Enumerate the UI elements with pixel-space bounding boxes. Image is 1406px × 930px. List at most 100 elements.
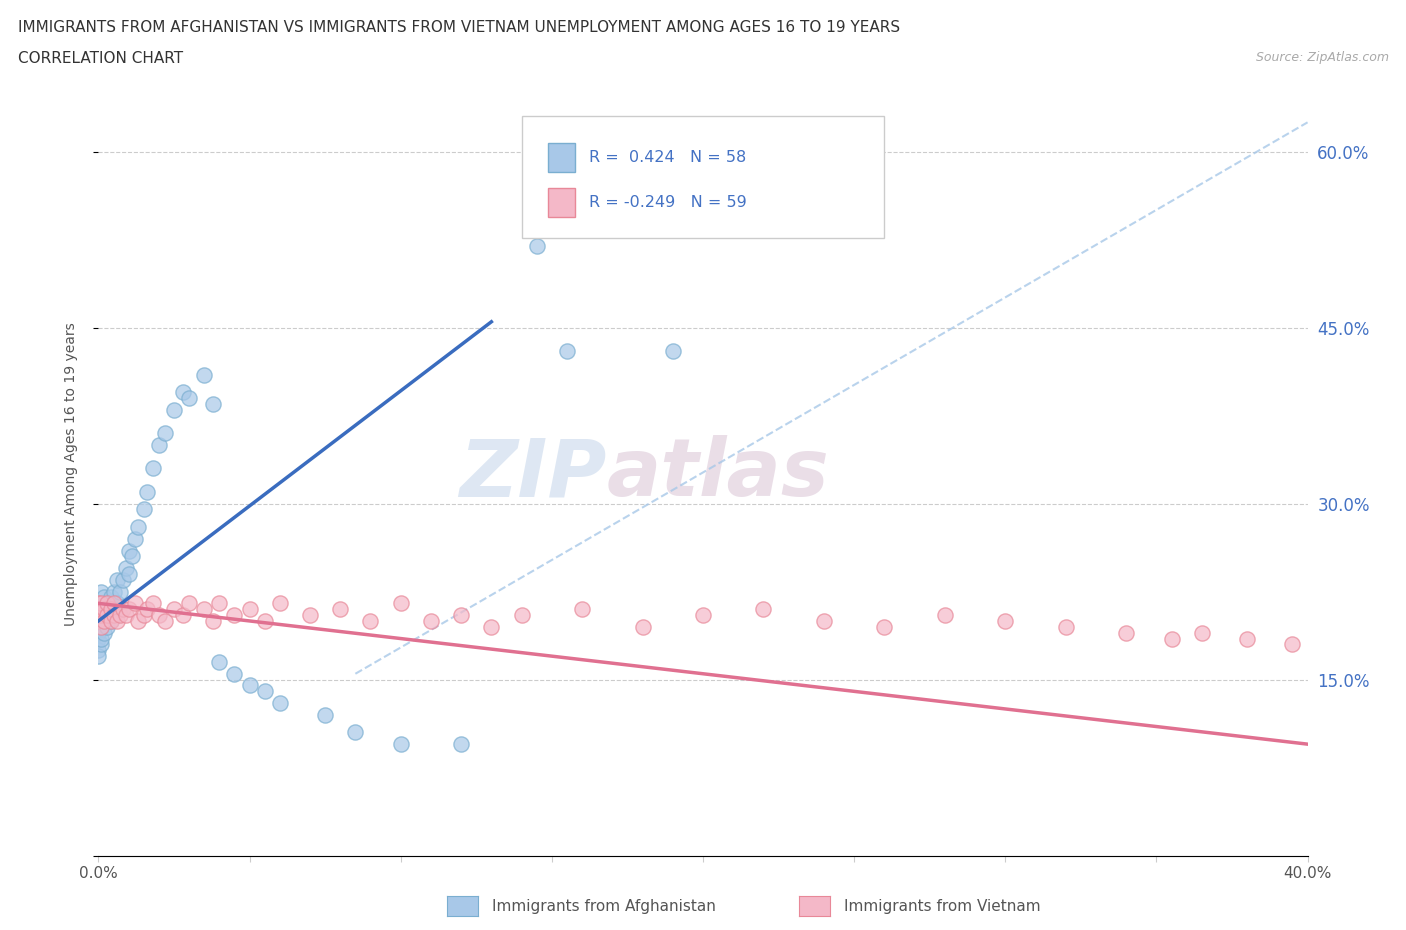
Point: [450, 607, 472, 622]
Point: [934, 607, 956, 622]
Point: [87, 643, 110, 658]
Text: R =  0.424   N = 58: R = 0.424 N = 58: [589, 150, 747, 165]
Point: [96, 607, 118, 622]
Point: [108, 607, 131, 622]
Point: [100, 614, 122, 629]
Point: [1054, 619, 1077, 634]
Point: [87, 607, 110, 622]
Point: [239, 602, 262, 617]
Point: [90, 631, 112, 646]
Text: CORRELATION CHART: CORRELATION CHART: [18, 51, 183, 66]
Point: [631, 619, 654, 634]
Point: [96, 596, 118, 611]
Point: [93, 602, 115, 617]
Point: [96, 619, 118, 634]
Point: [105, 614, 128, 629]
Text: ZIP: ZIP: [458, 435, 606, 513]
Point: [692, 607, 714, 622]
Point: [100, 614, 122, 629]
Point: [124, 596, 146, 611]
Point: [1281, 637, 1303, 652]
Point: [90, 619, 112, 634]
Point: [87, 602, 110, 617]
Text: Immigrants from Afghanistan: Immigrants from Afghanistan: [492, 899, 716, 914]
Point: [360, 614, 382, 629]
Text: IMMIGRANTS FROM AFGHANISTAN VS IMMIGRANTS FROM VIETNAM UNEMPLOYMENT AMONG AGES 1: IMMIGRANTS FROM AFGHANISTAN VS IMMIGRANT…: [18, 20, 900, 35]
Point: [132, 607, 155, 622]
Point: [100, 590, 122, 604]
Point: [90, 607, 112, 622]
Point: [202, 614, 225, 629]
Point: [1115, 625, 1137, 640]
Point: [127, 614, 149, 629]
Point: [314, 708, 336, 723]
Point: [344, 725, 367, 740]
Point: [299, 607, 322, 622]
Point: [93, 614, 115, 629]
Point: [87, 614, 110, 629]
Point: [118, 566, 141, 581]
Point: [208, 655, 231, 670]
Point: [994, 614, 1017, 629]
Point: [450, 737, 472, 751]
Point: [93, 614, 115, 629]
Point: [662, 344, 685, 359]
Point: [813, 614, 835, 629]
Point: [87, 649, 110, 664]
Point: [239, 678, 262, 693]
Point: [127, 520, 149, 535]
Point: [87, 607, 110, 622]
Point: [153, 426, 176, 441]
Point: [121, 549, 143, 564]
Point: [269, 696, 291, 711]
Point: [389, 737, 412, 751]
Point: [179, 596, 201, 611]
Point: [105, 573, 128, 588]
Point: [87, 631, 110, 646]
Text: Immigrants from Vietnam: Immigrants from Vietnam: [844, 899, 1040, 914]
Point: [118, 543, 141, 558]
Bar: [548, 142, 575, 171]
Point: [148, 437, 170, 452]
Point: [103, 602, 125, 617]
Point: [90, 607, 112, 622]
Point: [124, 531, 146, 546]
Point: [87, 625, 110, 640]
Point: [103, 607, 125, 622]
Point: [1191, 625, 1213, 640]
Point: [269, 596, 291, 611]
Point: [1236, 631, 1258, 646]
Y-axis label: Unemployment Among Ages 16 to 19 years: Unemployment Among Ages 16 to 19 years: [63, 323, 77, 626]
Point: [153, 614, 176, 629]
Point: [1160, 631, 1182, 646]
Point: [111, 602, 134, 617]
Point: [90, 619, 112, 634]
Point: [172, 607, 194, 622]
Point: [103, 596, 125, 611]
Point: [253, 614, 276, 629]
Point: [93, 602, 115, 617]
Point: [163, 602, 186, 617]
Point: [96, 607, 118, 622]
Bar: [548, 189, 575, 218]
Point: [90, 637, 112, 652]
Point: [526, 238, 548, 253]
Point: [87, 614, 110, 629]
Text: atlas: atlas: [606, 435, 830, 513]
Point: [132, 502, 155, 517]
Point: [873, 619, 896, 634]
FancyBboxPatch shape: [522, 116, 884, 238]
Text: R = -0.249   N = 59: R = -0.249 N = 59: [589, 195, 747, 210]
Point: [389, 596, 412, 611]
Text: Source: ZipAtlas.com: Source: ZipAtlas.com: [1256, 51, 1389, 64]
Point: [135, 602, 157, 617]
Point: [142, 461, 165, 476]
Point: [114, 607, 136, 622]
Point: [135, 485, 157, 499]
Point: [224, 607, 246, 622]
Point: [114, 561, 136, 576]
Point: [253, 684, 276, 698]
Point: [96, 596, 118, 611]
Point: [752, 602, 775, 617]
Point: [100, 602, 122, 617]
